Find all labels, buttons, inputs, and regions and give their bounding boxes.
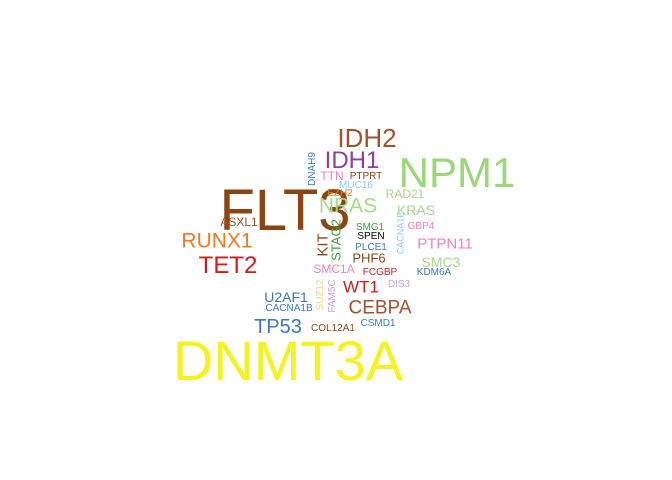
word-muc16: MUC16: [339, 180, 373, 191]
word-npm1: NPM1: [398, 149, 516, 196]
word-dnah9: DNAH9: [307, 152, 318, 186]
word-smg1: SMG1: [355, 222, 385, 233]
word-dnmt3a: DNMT3A: [172, 329, 404, 392]
word-fam5c: FAM5C: [327, 279, 338, 313]
word-runx1: RUNX1: [181, 229, 253, 253]
word-fcgbp: FCGBP: [362, 267, 398, 278]
word-ezh2: EZH2: [327, 188, 353, 199]
word-wt1: WT1: [343, 277, 379, 297]
word-phf6: PHF6: [352, 250, 386, 266]
word-ptprt: PTPRT: [349, 171, 383, 182]
word-asxl1: ASXL1: [220, 215, 258, 229]
word-kras: KRAS: [396, 202, 436, 218]
word-smc1a: SMC1A: [313, 262, 355, 276]
word-csmd1: CSMD1: [360, 318, 396, 329]
word-spen: SPEN: [357, 231, 385, 242]
word-nras: NRAS: [318, 194, 378, 218]
word-gbp4: GBP4: [407, 221, 435, 232]
word-tp53: TP53: [254, 316, 302, 338]
word-kdm6a: KDM6A: [416, 267, 452, 278]
word-u2af1: U2AF1: [264, 289, 308, 305]
word-stag2: STAG2: [328, 219, 344, 261]
word-dis3: DIS3: [387, 279, 411, 290]
word-ttn: TTN: [320, 169, 344, 183]
word-flt3: FLT3: [219, 178, 351, 243]
word-idh1: IDH1: [324, 147, 380, 174]
word-suz12: SUZ12: [315, 279, 326, 311]
word-smc3: SMC3: [421, 254, 461, 270]
word-cacna1e: CACNA1E: [395, 211, 406, 255]
word-cacna1b: CACNA1B: [265, 303, 313, 314]
word-plce1: PLCE1: [355, 242, 387, 253]
word-ptpn11: PTPN11: [417, 235, 473, 253]
word-cebpa: CEBPA: [348, 297, 412, 319]
word-rad21: RAD21: [385, 187, 425, 201]
word-tet2: TET2: [198, 252, 258, 279]
word-col12a1: COL12A1: [311, 323, 355, 334]
word-idh2: IDH2: [337, 123, 397, 153]
